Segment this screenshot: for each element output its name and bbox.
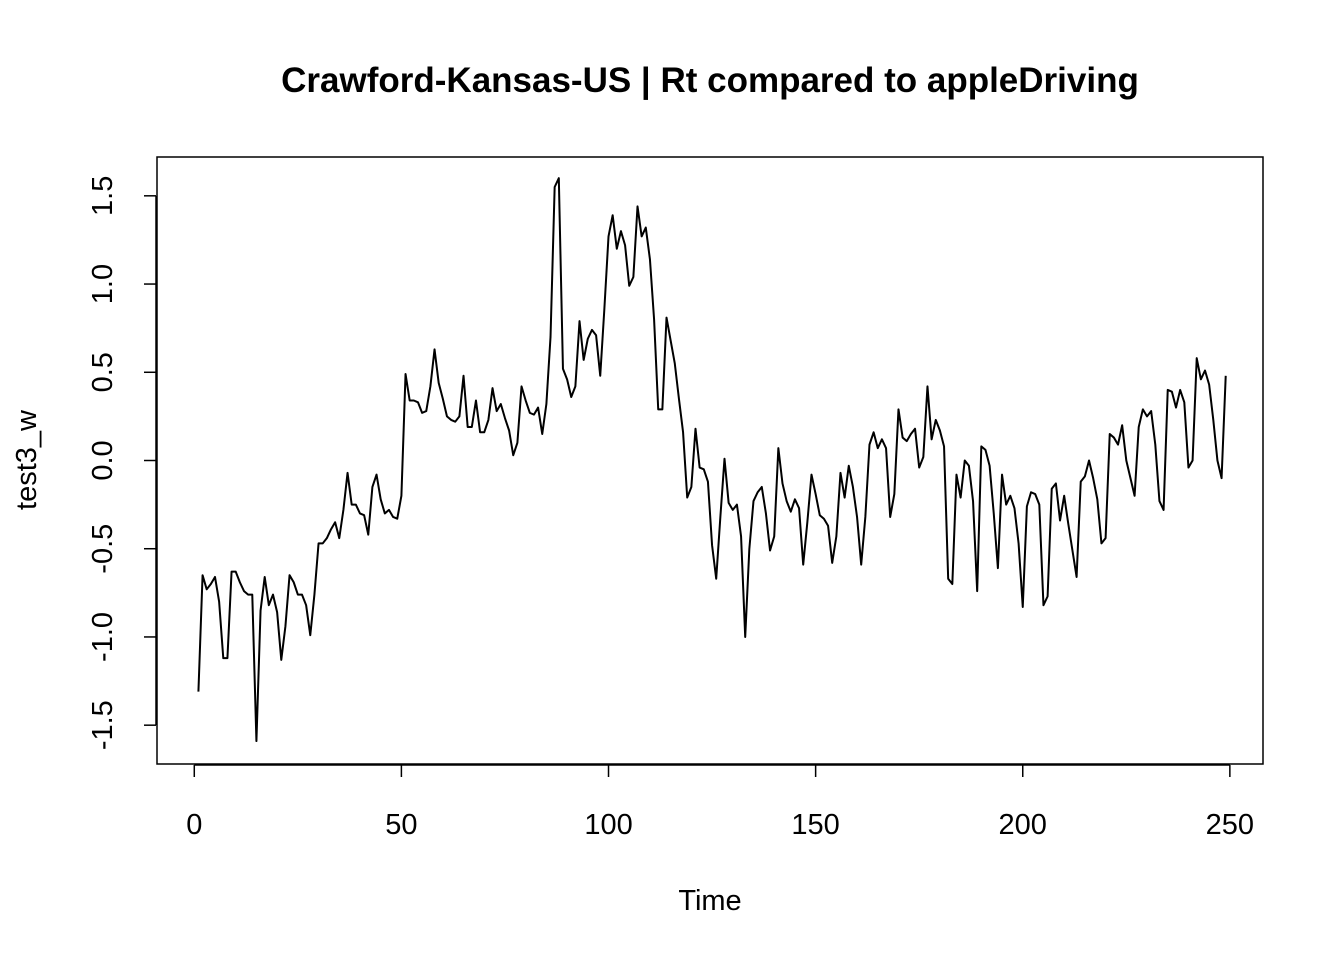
plot-frame	[156, 156, 1264, 765]
y-tick-label: 1.5	[87, 176, 119, 216]
x-axis: 0 50 100 150 200 250	[186, 764, 1254, 841]
y-tick-label: 0.5	[87, 352, 119, 392]
x-tick-label: 0	[186, 809, 202, 841]
x-tick-label: 100	[584, 809, 632, 841]
x-tick-label: 50	[385, 809, 417, 841]
x-axis-label: Time	[678, 885, 741, 917]
x-tick-label: 250	[1206, 809, 1254, 841]
y-axis-label: test3_w	[11, 409, 43, 510]
y-tick-label: -1.0	[87, 612, 119, 662]
chart-title: Crawford-Kansas-US | Rt compared to appl…	[281, 61, 1139, 100]
y-tick-label: -1.5	[87, 700, 119, 750]
y-axis: -1.5 -1.0 -0.5 0.0 0.5 1.0 1.5	[87, 176, 157, 750]
y-tick-label: 1.0	[87, 264, 119, 304]
y-tick-label: -0.5	[87, 524, 119, 574]
y-tick-label: 0.0	[87, 440, 119, 480]
x-tick-label: 150	[791, 809, 839, 841]
series-line	[197, 177, 1227, 743]
x-tick-label: 200	[999, 809, 1047, 841]
